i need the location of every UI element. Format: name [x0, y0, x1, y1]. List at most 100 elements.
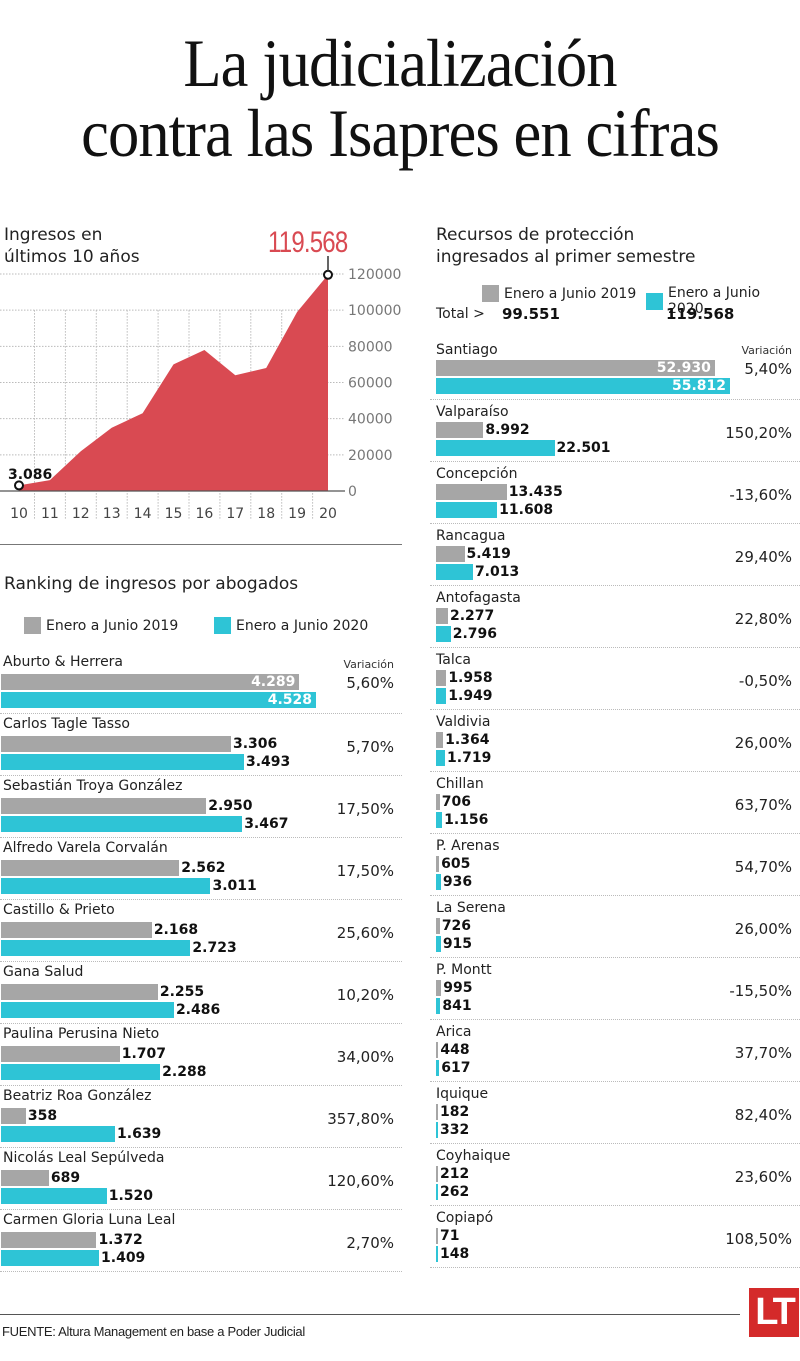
- x-tick-label: 10: [10, 506, 28, 522]
- variation-value: 108,50%: [725, 1230, 792, 1248]
- x-tick-label: 15: [165, 506, 183, 522]
- value-label-2019: 1.958: [448, 670, 493, 686]
- value-label-2020: 915: [442, 936, 473, 952]
- bar-2019: [1, 1232, 97, 1248]
- variation-value: 26,00%: [734, 920, 792, 938]
- y-tick-label: 20000: [348, 448, 393, 464]
- recursos-legend-2020: Enero a Junio 2020: [646, 285, 800, 317]
- bar-2019: [436, 1228, 438, 1244]
- value-label-2019: 358: [27, 1108, 58, 1124]
- bar-2019: [1, 922, 152, 938]
- variation-value: 120,60%: [327, 1172, 394, 1190]
- recursos-row: Rancagua 5.419 7.013 29,40%: [430, 524, 800, 586]
- recursos-row: Antofagasta 2.277 2.796 22,80%: [430, 586, 800, 648]
- value-label-2020: 332: [440, 1122, 470, 1138]
- total-label: Total >: [436, 306, 485, 322]
- category-label: Paulina Perusina Nieto: [3, 1026, 160, 1042]
- bar-2020: [436, 626, 451, 642]
- ranking-row: Aburto & Herrera Variación 4.289 4.528 5,60%: [0, 652, 402, 714]
- recursos-title-line-2: ingresados al primer semestre: [436, 247, 696, 267]
- y-tick-label: 80000: [348, 339, 393, 355]
- recursos-title-line-1: Recursos de protección: [436, 225, 635, 245]
- value-label-2019: 13.435: [508, 484, 563, 500]
- variation-header: Variación: [343, 658, 394, 671]
- bar-2020: [1, 754, 244, 770]
- ranking-row: Carmen Gloria Luna Leal 1.372 1.409 2,70%: [0, 1210, 402, 1272]
- bar-2019: [436, 670, 447, 686]
- bar-2020: [436, 502, 498, 518]
- y-tick-label: 0: [348, 484, 357, 500]
- title-line-1: La judicialización: [183, 25, 617, 101]
- bar-2019: [436, 732, 444, 748]
- bar-2019: [1, 736, 231, 752]
- recursos-row: Concepción 13.435 11.608 -13,60%: [430, 462, 800, 524]
- lt-logo: LT: [749, 1288, 799, 1337]
- variation-value: 37,70%: [734, 1044, 792, 1062]
- bar-2020: [1, 1064, 161, 1080]
- category-label: Carmen Gloria Luna Leal: [3, 1212, 176, 1228]
- bar-2019: [1, 1108, 26, 1124]
- category-label: Sebastián Troya González: [3, 778, 183, 794]
- value-label-2020: 617: [441, 1060, 471, 1076]
- value-label-2020: 3.011: [212, 878, 257, 894]
- value-label-2020: 2.288: [162, 1064, 207, 1080]
- x-tick-label: 13: [103, 506, 121, 522]
- value-label-2019: 182: [440, 1104, 470, 1120]
- peak-value-label: 119.568: [268, 226, 348, 259]
- variation-value: -15,50%: [729, 982, 792, 1000]
- value-label-2020: 1.409: [101, 1250, 146, 1266]
- recursos-row: Valparaíso 8.992 22.501 150,20%: [430, 400, 800, 462]
- ranking-legend-2020: Enero a Junio 2020: [214, 617, 368, 634]
- value-label-2019: 52.930: [656, 360, 711, 376]
- category-label: Gana Salud: [3, 964, 84, 980]
- category-label: Coyhaique: [436, 1148, 511, 1164]
- ranking-row: Alfredo Varela Corvalán 2.562 3.011 17,50%: [0, 838, 402, 900]
- legend-label: Enero a Junio 2019: [46, 617, 179, 634]
- bar-2019: [436, 1104, 438, 1120]
- value-label-2019: 2.950: [208, 798, 253, 814]
- area-series: [19, 274, 328, 491]
- bar-2019: [436, 546, 465, 562]
- data-point: [323, 269, 333, 280]
- x-tick-label: 11: [41, 506, 59, 522]
- bar-2020: [436, 936, 441, 952]
- bar-2019: [436, 1042, 439, 1058]
- value-label-2020: 22.501: [556, 440, 611, 456]
- category-label: Aburto & Herrera: [3, 654, 124, 670]
- recursos-row: La Serena 726 915 26,00%: [430, 896, 800, 958]
- recursos-row: Talca 1.958 1.949 -0,50%: [430, 648, 800, 710]
- value-label-2019: 3.306: [232, 736, 278, 752]
- ranking-row: Nicolás Leal Sepúlveda 689 1.520 120,60%: [0, 1148, 402, 1210]
- total-2019: 99.551: [502, 305, 560, 323]
- y-tick-label: 60000: [348, 376, 393, 392]
- value-label-2020: 2.486: [175, 1002, 221, 1018]
- legend-label: Enero a Junio 2019: [504, 285, 637, 302]
- footer-divider: [0, 1314, 740, 1315]
- category-label: Carlos Tagle Tasso: [3, 716, 130, 732]
- variation-value: 17,50%: [336, 862, 394, 880]
- value-label-2020: 2.723: [192, 940, 237, 956]
- category-label: Valparaíso: [436, 404, 509, 420]
- bar-2019: [1, 1170, 49, 1186]
- recursos-row: Copiapó 71 148 108,50%: [430, 1206, 800, 1268]
- bar-2019: [436, 980, 442, 996]
- value-label-2020: 1.520: [108, 1188, 154, 1204]
- bar-2019: [436, 360, 715, 376]
- value-label-2020: 1.719: [447, 750, 492, 766]
- bar-2020: [436, 998, 441, 1014]
- value-label-2019: 8.992: [485, 422, 530, 438]
- value-label-2020: 841: [442, 998, 472, 1014]
- ranking-row: Castillo & Prieto 2.168 2.723 25,60%: [0, 900, 402, 962]
- recursos-row: Coyhaique 212 262 23,60%: [430, 1144, 800, 1206]
- recursos-row: Iquique 182 332 82,40%: [430, 1082, 800, 1144]
- bar-2020: [436, 378, 730, 394]
- start-value-label: 3.086: [8, 467, 53, 483]
- value-label-2020: 1.639: [117, 1126, 162, 1142]
- title-line-2: contra las Isapres en cifras: [81, 95, 720, 171]
- value-label-2019: 212: [440, 1166, 470, 1182]
- bar-2019: [436, 794, 440, 810]
- bar-2020: [436, 1122, 438, 1138]
- bar-2020: [436, 1184, 438, 1200]
- area-chart-title-line-1: Ingresos en: [4, 225, 103, 245]
- bar-2020: [1, 1188, 107, 1204]
